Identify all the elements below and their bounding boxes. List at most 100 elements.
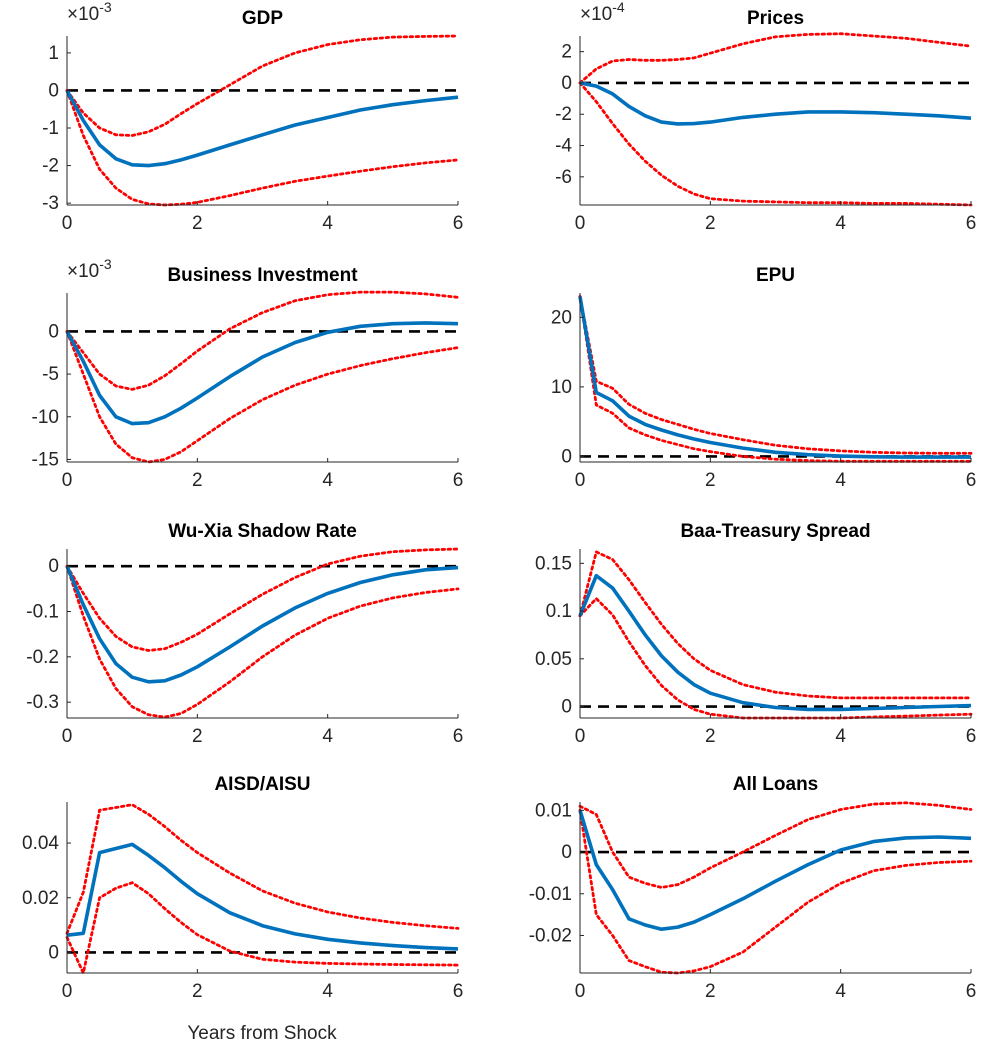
y-tick-label: 0	[48, 556, 59, 577]
exponent-base: ×10	[67, 4, 99, 25]
x-tick-label: 2	[705, 213, 716, 234]
upper-band-line	[65, 803, 460, 935]
lower-band-line	[65, 564, 460, 719]
panel-title: EPU	[756, 265, 795, 286]
y-tick-label: 1	[48, 43, 59, 64]
y-tick-label: 0.04	[22, 833, 59, 854]
y-tick-label: 10	[551, 377, 572, 398]
y-tick-label: -3	[42, 193, 59, 214]
x-tick-label: 2	[192, 981, 203, 1002]
panel-title: All Loans	[733, 774, 819, 795]
panel-title: AISD/AISU	[214, 774, 310, 795]
response-line	[578, 296, 971, 459]
y-tick-label: 0.05	[535, 649, 572, 670]
y-tick-label: -4	[555, 136, 572, 157]
x-tick-label: 0	[575, 213, 586, 234]
exponent-label: ×10-3	[67, 0, 112, 25]
x-tick-label: 6	[453, 981, 464, 1002]
y-tick-label: 0	[48, 321, 59, 342]
x-tick-label: 6	[966, 726, 977, 747]
upper-band-line	[578, 295, 973, 455]
upper-band-line	[578, 801, 973, 889]
y-tick-label: 0.15	[535, 553, 572, 574]
x-tick-label: 0	[575, 726, 586, 747]
chart-panel: 0 2 4 6 0 0.02 0.04 AISD/AISU	[22, 774, 463, 1002]
upper-band-line	[65, 34, 460, 137]
exponent-label: ×10-3	[67, 256, 112, 282]
panel-title: Baa-Treasury Spread	[680, 521, 870, 542]
lower-band-line	[65, 89, 460, 207]
y-tick-label: 0	[561, 697, 572, 718]
lower-band-line	[65, 881, 460, 978]
x-tick-label: 0	[575, 981, 586, 1002]
panel-title: Wu-Xia Shadow Rate	[168, 521, 357, 542]
y-tick-label: -5	[42, 364, 59, 385]
y-tick-label: 0	[48, 80, 59, 101]
y-tick-label: -2	[555, 104, 572, 125]
y-tick-label: -6	[555, 167, 572, 188]
x-tick-label: 4	[835, 213, 846, 234]
x-tick-label: 0	[62, 981, 73, 1002]
response-line	[578, 573, 972, 712]
y-tick-label: 0	[561, 842, 572, 863]
response-line	[65, 89, 459, 168]
lower-band-line	[578, 81, 973, 207]
y-tick-label: -0.1	[26, 602, 59, 623]
panel-title: GDP	[242, 8, 284, 29]
lower-band-line	[578, 295, 973, 463]
x-tick-label: 6	[966, 981, 977, 1002]
x-tick-label: 2	[192, 213, 203, 234]
chart-panel: 0 2 4 6 -0.3 -0.2 -0.1 0 Wu-Xia Shadow Rate	[26, 521, 463, 747]
panel-title: Business Investment	[167, 265, 358, 286]
y-tick-label: -10	[32, 407, 59, 428]
response-line	[579, 81, 972, 126]
exponent-power: -3	[99, 0, 112, 15]
exponent-power: -4	[612, 0, 625, 15]
y-tick-label: 0	[561, 446, 572, 467]
exponent-label: ×10-4	[580, 0, 625, 25]
y-tick-label: -1	[42, 118, 59, 139]
upper-band-line	[578, 32, 973, 85]
chart-panel: 0 2 4 6 -15 -10 -5 0 ×10-3 Business Investment	[32, 256, 464, 491]
x-tick-label: 4	[322, 981, 333, 1002]
y-tick-label: 0	[48, 942, 59, 963]
x-tick-label: 2	[705, 470, 716, 491]
y-tick-label: -0.3	[26, 692, 59, 713]
lower-band-line	[578, 808, 973, 975]
x-tick-label: 4	[835, 726, 846, 747]
y-tick-label: 0	[561, 73, 572, 94]
y-tick-label: -0.02	[529, 925, 572, 946]
x-tick-label: 4	[322, 213, 333, 234]
y-tick-label: 2	[561, 42, 572, 63]
upper-band-line	[65, 290, 460, 391]
x-tick-label: 2	[705, 726, 716, 747]
lower-band-line	[578, 596, 973, 720]
x-tick-label: 4	[322, 470, 333, 491]
x-tick-label: 6	[453, 470, 464, 491]
x-tick-label: 0	[62, 470, 73, 491]
x-tick-label: 0	[575, 470, 586, 491]
exponent-base: ×10	[580, 4, 612, 25]
x-tick-label: 0	[62, 726, 73, 747]
x-tick-label: 6	[453, 726, 464, 747]
panel-title: Prices	[747, 8, 804, 29]
response-line	[65, 321, 459, 426]
y-tick-label: 0.02	[22, 888, 59, 909]
response-line	[65, 565, 459, 684]
y-tick-label: 0.1	[546, 601, 572, 622]
upper-band-line	[65, 547, 460, 652]
y-tick-label: -0.01	[529, 884, 572, 905]
y-tick-label: 0.01	[535, 800, 572, 821]
y-tick-label: -0.2	[26, 647, 59, 668]
y-tick-label: 20	[551, 307, 572, 328]
x-tick-label: 2	[705, 981, 716, 1002]
x-tick-label: 2	[192, 726, 203, 747]
exponent-power: -3	[99, 256, 112, 272]
y-tick-label: -15	[32, 449, 59, 470]
upper-band-line	[578, 549, 973, 700]
x-tick-label: 6	[453, 213, 464, 234]
